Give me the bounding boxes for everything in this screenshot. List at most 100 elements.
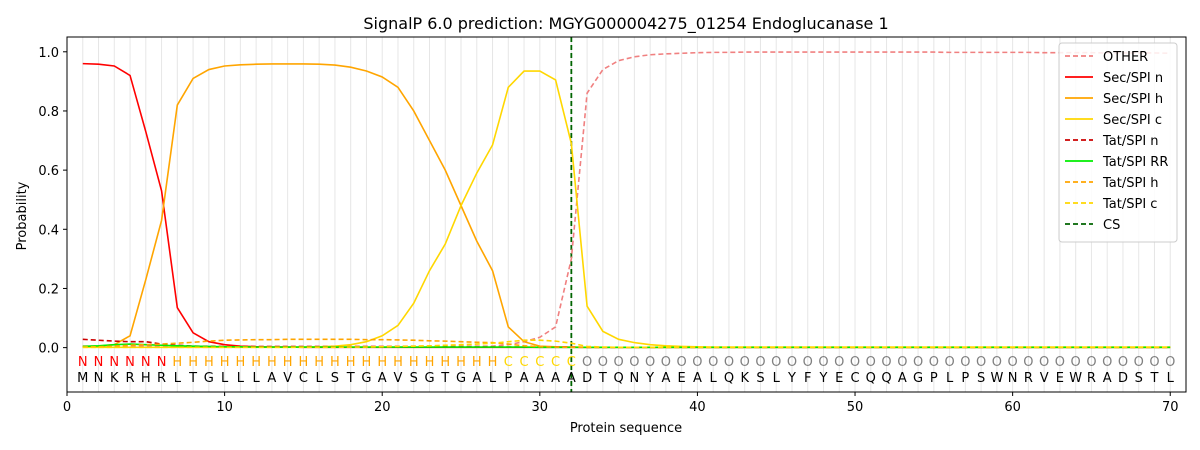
region-label: H <box>346 355 356 370</box>
region-label: H <box>377 355 387 370</box>
region-label: O <box>1102 355 1112 370</box>
region-label: O <box>944 355 954 370</box>
residue-label: A <box>1103 371 1112 386</box>
residue-label: A <box>378 371 387 386</box>
region-label: C <box>504 355 513 370</box>
residue-label: L <box>946 371 954 386</box>
legend-label: Sec/SPI h <box>1103 92 1163 107</box>
region-label: O <box>1008 355 1018 370</box>
x-tick-label: 60 <box>1004 400 1021 415</box>
residue-label: R <box>1087 371 1096 386</box>
residue-label: Y <box>787 371 796 386</box>
region-label: O <box>629 355 639 370</box>
residue-label: T <box>1150 371 1159 386</box>
region-label: O <box>834 355 844 370</box>
residue-label: Y <box>819 371 828 386</box>
y-tick-label: 0.2 <box>38 282 59 297</box>
residue-label: E <box>678 371 686 386</box>
region-label: O <box>866 355 876 370</box>
residue-label: N <box>94 371 104 386</box>
region-label: O <box>1165 355 1175 370</box>
residue-label: E <box>835 371 843 386</box>
residue-label: G <box>424 371 434 386</box>
region-label: O <box>740 355 750 370</box>
series-line <box>82 51 1171 347</box>
residue-label: L <box>710 371 718 386</box>
residue-label: H <box>141 371 151 386</box>
region-label: O <box>755 355 765 370</box>
residue-label: G <box>361 371 371 386</box>
region-label: C <box>551 355 560 370</box>
residue-label: S <box>977 371 985 386</box>
region-label: H <box>456 355 466 370</box>
y-tick-label: 0.6 <box>38 164 59 179</box>
residue-label: G <box>913 371 923 386</box>
region-label: O <box>1118 355 1128 370</box>
residue-label: S <box>410 371 418 386</box>
region-label: O <box>1055 355 1065 370</box>
region-label: H <box>220 355 230 370</box>
residue-label: A <box>267 371 276 386</box>
region-label: O <box>818 355 828 370</box>
region-label: O <box>850 355 860 370</box>
region-label: H <box>440 355 450 370</box>
residue-label: L <box>174 371 182 386</box>
residue-label: L <box>773 371 781 386</box>
residue-label: W <box>1069 371 1082 386</box>
region-label: O <box>881 355 891 370</box>
residue-label: A <box>551 371 560 386</box>
series-line <box>82 70 1171 349</box>
region-label: H <box>330 355 340 370</box>
x-tick-label: 30 <box>532 400 549 415</box>
x-axis-ticks: 0 10 20 30 40 50 60 70 <box>63 392 1179 415</box>
region-label: O <box>1134 355 1144 370</box>
residue-label: P <box>930 371 938 386</box>
y-tick-label: 0.8 <box>38 105 59 120</box>
region-label: O <box>897 355 907 370</box>
legend-box <box>1058 42 1178 243</box>
region-label: H <box>251 355 261 370</box>
residue-label: G <box>204 371 214 386</box>
region-label: O <box>1023 355 1033 370</box>
residue-label: P <box>961 371 969 386</box>
residue-label: Q <box>614 371 624 386</box>
region-label: H <box>235 355 245 370</box>
residue-label: K <box>110 371 119 386</box>
region-label: O <box>582 355 592 370</box>
region-label: O <box>724 355 734 370</box>
residue-label: L <box>237 371 245 386</box>
plot-frame <box>66 36 1187 393</box>
region-label: O <box>976 355 986 370</box>
region-label: N <box>125 355 135 370</box>
residue-label: L <box>221 371 229 386</box>
series-line <box>82 339 1171 349</box>
residue-label: Y <box>645 371 654 386</box>
residue-label: P <box>504 371 512 386</box>
x-tick-label: 50 <box>847 400 864 415</box>
residue-label: Q <box>866 371 876 386</box>
residue-label: L <box>489 371 497 386</box>
x-tick-label: 20 <box>374 400 391 415</box>
residue-label: R <box>126 371 135 386</box>
region-label: O <box>929 355 939 370</box>
region-label: N <box>141 355 151 370</box>
region-label: O <box>913 355 923 370</box>
region-label: O <box>708 355 718 370</box>
residue-label: V <box>283 371 292 386</box>
residue-label: S <box>756 371 764 386</box>
residue-label: T <box>598 371 607 386</box>
residue-label: A <box>661 371 670 386</box>
region-label: O <box>692 355 702 370</box>
y-tick-label: 0.0 <box>38 342 59 357</box>
region-label: H <box>188 355 198 370</box>
region-label: H <box>409 355 419 370</box>
residue-label: T <box>188 371 197 386</box>
sequence-annotations: NMNNNKNRNHNRHLHTHGHLHLHLHAHVHCHLHSHTHGHA… <box>77 355 1175 386</box>
residue-label: G <box>456 371 466 386</box>
x-tick-label: 40 <box>689 400 706 415</box>
region-label: H <box>488 355 498 370</box>
region-label: H <box>299 355 309 370</box>
legend: OTHER Sec/SPI n Sec/SPI h Sec/SPI c Tat/SPI … <box>1058 42 1178 243</box>
residue-label: A <box>567 371 576 386</box>
